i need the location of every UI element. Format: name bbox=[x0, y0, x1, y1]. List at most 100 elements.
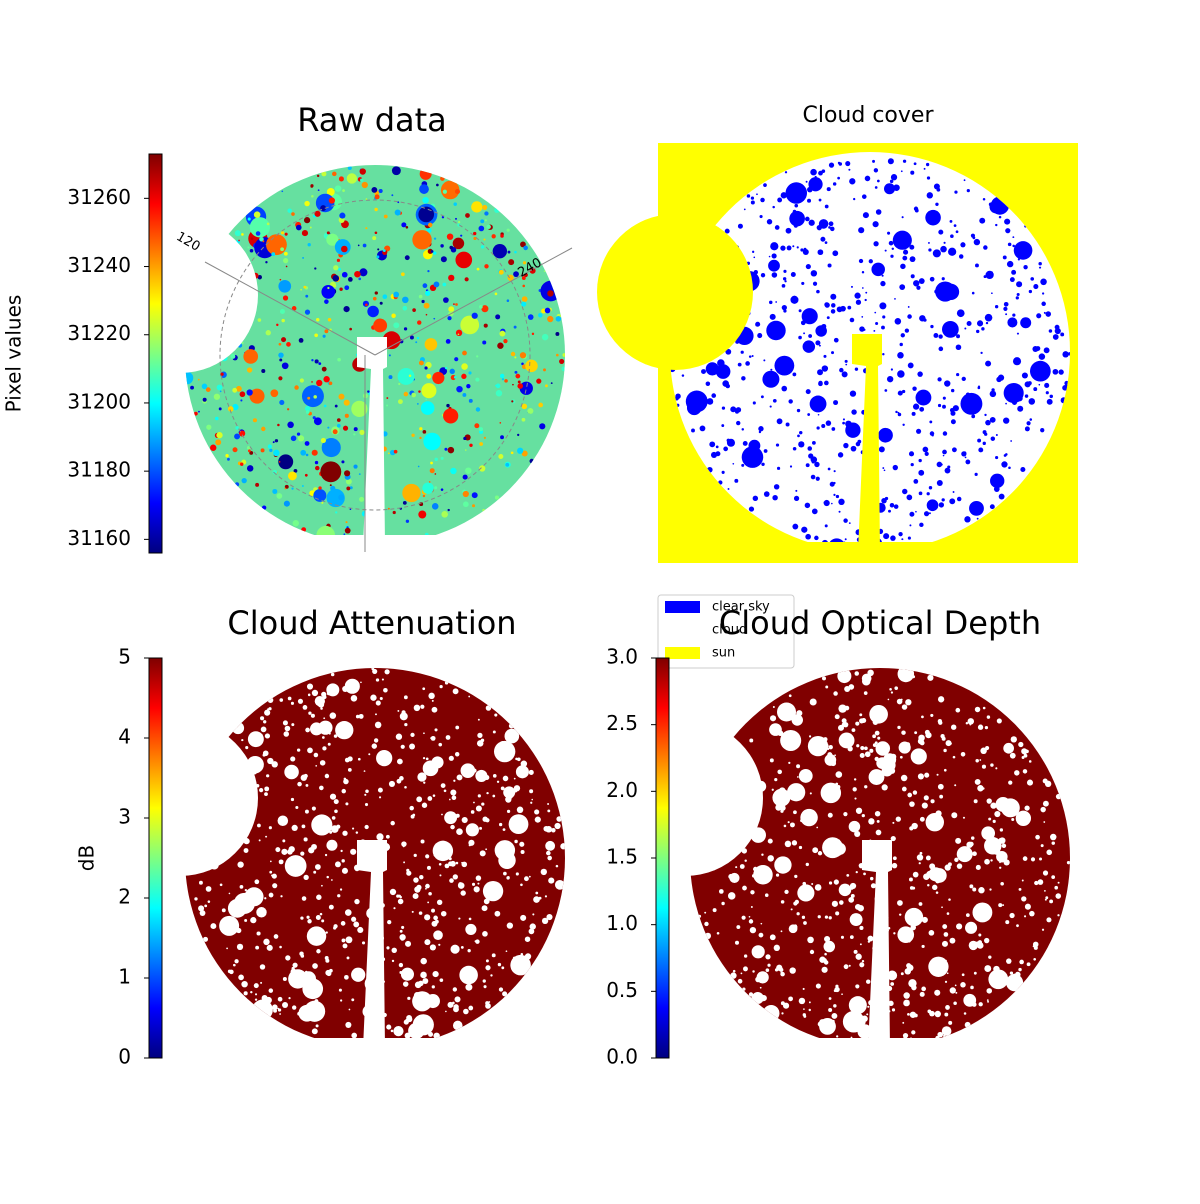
sky-blob bbox=[216, 432, 223, 439]
sky-blob bbox=[451, 795, 457, 801]
sky-blob bbox=[771, 253, 777, 259]
sky-blob bbox=[386, 946, 390, 950]
sky-blob bbox=[250, 237, 254, 240]
sky-blob bbox=[434, 473, 437, 475]
sky-blob bbox=[1001, 843, 1007, 849]
sky-blob bbox=[361, 181, 368, 189]
sky-blob bbox=[900, 774, 908, 782]
sky-blob bbox=[748, 992, 754, 997]
sky-blob bbox=[982, 706, 986, 710]
sky-blob bbox=[858, 258, 864, 264]
sky-blob bbox=[1005, 228, 1011, 234]
sky-blob bbox=[989, 390, 997, 398]
sky-blob bbox=[198, 880, 203, 885]
sky-blob bbox=[923, 873, 930, 880]
sky-blob bbox=[805, 533, 811, 540]
sky-blob bbox=[875, 209, 882, 215]
sky-blob bbox=[412, 991, 433, 1012]
sky-blob bbox=[883, 753, 897, 767]
sky-blob bbox=[859, 752, 865, 758]
sky-blob bbox=[983, 245, 988, 250]
sky-blob bbox=[763, 449, 768, 453]
sky-blob bbox=[420, 704, 425, 709]
sky-blob bbox=[831, 1012, 838, 1019]
sky-blob bbox=[297, 698, 304, 704]
sky-blob bbox=[828, 916, 832, 920]
sky-blob bbox=[865, 979, 871, 984]
sky-blob bbox=[874, 810, 881, 817]
sky-blob bbox=[449, 245, 454, 250]
sky-blob bbox=[897, 370, 905, 378]
sky-blob bbox=[232, 447, 238, 453]
sky-blob bbox=[894, 686, 899, 690]
sky-blob bbox=[436, 183, 439, 187]
sky-blob bbox=[454, 752, 460, 757]
sky-blob bbox=[805, 389, 811, 395]
sky-blob bbox=[890, 691, 894, 694]
sky-blob bbox=[397, 368, 415, 385]
sky-blob bbox=[798, 845, 803, 850]
sky-blob bbox=[916, 428, 922, 434]
sky-blob bbox=[400, 937, 405, 941]
sky-blob bbox=[775, 301, 778, 303]
sky-blob bbox=[314, 460, 319, 465]
sky-blob bbox=[305, 410, 310, 414]
sky-blob bbox=[818, 344, 821, 347]
sky-blob bbox=[319, 760, 326, 766]
sky-blob bbox=[531, 332, 535, 336]
sky-blob bbox=[320, 707, 323, 710]
sky-blob bbox=[792, 523, 799, 530]
sky-blob bbox=[767, 963, 771, 967]
sky-blob bbox=[414, 886, 421, 893]
sky-blob bbox=[773, 484, 780, 490]
sky-blob bbox=[844, 538, 847, 541]
sky-blob bbox=[279, 278, 282, 281]
sky-blob bbox=[975, 263, 979, 268]
sky-blob bbox=[390, 1029, 394, 1033]
sky-blob bbox=[1042, 292, 1045, 295]
sky-blob bbox=[1008, 466, 1011, 470]
sky-blob bbox=[377, 248, 380, 251]
sky-blob bbox=[889, 179, 894, 184]
sky-blob bbox=[1038, 353, 1046, 360]
sky-blob bbox=[420, 971, 427, 979]
sky-blob bbox=[259, 788, 264, 793]
sky-blob bbox=[283, 257, 289, 264]
sky-blob bbox=[815, 983, 821, 989]
sky-blob bbox=[1042, 870, 1049, 876]
sky-blob bbox=[239, 885, 244, 889]
sky-blob bbox=[482, 340, 487, 345]
sky-blob bbox=[1023, 915, 1027, 918]
sky-blob bbox=[278, 376, 283, 381]
sky-blob bbox=[760, 197, 765, 203]
sky-blob bbox=[866, 1013, 869, 1016]
sky-blob bbox=[940, 463, 943, 466]
sky-blob bbox=[303, 217, 311, 224]
sky-blob bbox=[374, 207, 378, 212]
colorbar-tick-label: 31240 bbox=[67, 253, 131, 277]
sky-blob bbox=[855, 441, 861, 447]
sky-blob bbox=[423, 781, 426, 784]
sky-blob bbox=[984, 937, 990, 944]
sky-blob bbox=[397, 898, 404, 905]
sky-blob bbox=[908, 979, 917, 988]
sky-blob bbox=[1010, 440, 1013, 442]
sky-blob bbox=[441, 511, 448, 518]
sky-blob bbox=[771, 788, 774, 791]
sky-blob bbox=[324, 299, 329, 304]
sky-blob bbox=[891, 1008, 896, 1012]
sky-blob bbox=[283, 251, 288, 256]
sky-blob bbox=[762, 370, 780, 388]
sky-blob bbox=[777, 702, 797, 722]
sky-blob bbox=[326, 188, 335, 196]
sky-blob bbox=[998, 838, 1003, 843]
sky-blob bbox=[1007, 242, 1012, 247]
sky-blob bbox=[515, 765, 529, 779]
sky-blob bbox=[811, 313, 815, 317]
sky-blob bbox=[798, 997, 806, 1005]
sky-blob bbox=[944, 864, 951, 871]
sky-blob bbox=[376, 749, 393, 767]
sky-blob bbox=[343, 399, 350, 406]
sky-blob bbox=[285, 955, 291, 961]
sky-blob bbox=[266, 222, 270, 226]
